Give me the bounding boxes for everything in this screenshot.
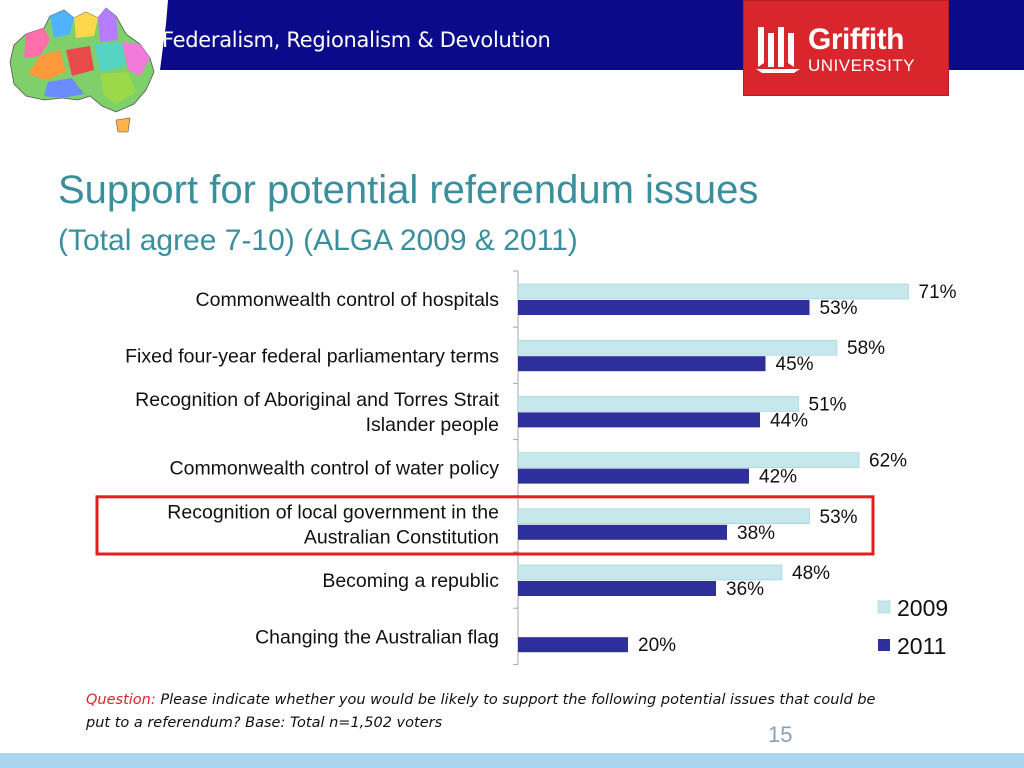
data-label-2011: 44%	[770, 410, 808, 431]
bar-2011	[518, 412, 760, 428]
data-label-2011: 45%	[776, 354, 814, 375]
question-text: Please indicate whether you would be lik…	[86, 692, 876, 731]
data-label-2011: 38%	[737, 523, 775, 544]
bar-2009	[517, 339, 838, 356]
data-label-2009: 62%	[869, 451, 907, 472]
category-label: Commonwealth control of hospitals	[196, 289, 500, 311]
data-label-2009: 53%	[820, 507, 858, 528]
data-label-2009: 48%	[792, 563, 830, 584]
data-label-2011: 53%	[820, 298, 858, 319]
data-label-2009: 71%	[919, 282, 957, 303]
data-label-2009: 51%	[809, 394, 847, 415]
category-label: Fixed four-year federal parliamentary te…	[125, 345, 499, 367]
bar-2009	[517, 452, 860, 468]
category-label: Changing the Australian flag	[255, 626, 499, 648]
logo-subtitle: UNIVERSITY	[808, 56, 916, 75]
slide-title: Support for potential referendum issues	[58, 168, 759, 212]
category-label-line: Commonwealth control of hospitals	[196, 289, 500, 311]
category-label-line: Recognition of Aboriginal and Torres Str…	[135, 389, 499, 411]
bar-2009	[517, 564, 783, 581]
bar-2011	[518, 524, 727, 540]
bar-2011	[518, 637, 628, 653]
data-label-2011: 20%	[638, 635, 676, 656]
category-label-line: Fixed four-year federal parliamentary te…	[125, 345, 499, 367]
category-label-line: Islander people	[366, 414, 499, 436]
category-label-line: Recognition of local government in the	[167, 501, 499, 523]
bar-2011	[518, 356, 766, 372]
griffith-university-logo: Griffith UNIVERSITY	[743, 0, 949, 96]
highlight-box	[95, 495, 875, 556]
legend-swatch-2011	[878, 639, 890, 651]
legend-swatch-2009	[877, 600, 891, 614]
bar-2011	[518, 468, 749, 484]
category-label: Recognition of Aboriginal and Torres Str…	[135, 389, 499, 436]
category-label: Becoming a republic	[322, 570, 499, 592]
footer-band	[0, 753, 1024, 768]
bar-2011	[518, 300, 810, 315]
data-label-2011: 42%	[759, 467, 797, 488]
category-label-line: Changing the Australian flag	[255, 626, 499, 648]
header-title: Federalism, Regionalism & Devolution	[162, 28, 551, 52]
bar-2009	[517, 508, 810, 525]
question-footnote: Question: Please indicate whether you wo…	[86, 689, 876, 735]
slide-subtitle: (Total agree 7-10) (ALGA 2009 & 2011)	[58, 224, 578, 257]
category-label: Commonwealth control of water policy	[170, 458, 500, 480]
griffith-crest-icon	[756, 27, 800, 73]
data-label-2011: 36%	[726, 579, 764, 600]
category-label: Recognition of local government in the Au…	[167, 501, 499, 548]
category-label-line: Becoming a republic	[322, 570, 499, 592]
bar-2009	[517, 283, 909, 300]
bar-2009	[517, 396, 799, 412]
legend-label-2011: 2011	[897, 633, 946, 659]
bar-2011	[518, 581, 716, 596]
logo-name: Griffith	[808, 23, 904, 56]
legend-label-2009: 2009	[897, 595, 948, 621]
question-label: Question:	[86, 692, 156, 708]
category-label-line: Australian Constitution	[304, 526, 499, 548]
page-number: 15	[768, 722, 793, 747]
category-label-line: Commonwealth control of water policy	[170, 458, 500, 480]
australia-map-icon	[0, 0, 168, 138]
data-label-2009: 58%	[847, 338, 885, 359]
